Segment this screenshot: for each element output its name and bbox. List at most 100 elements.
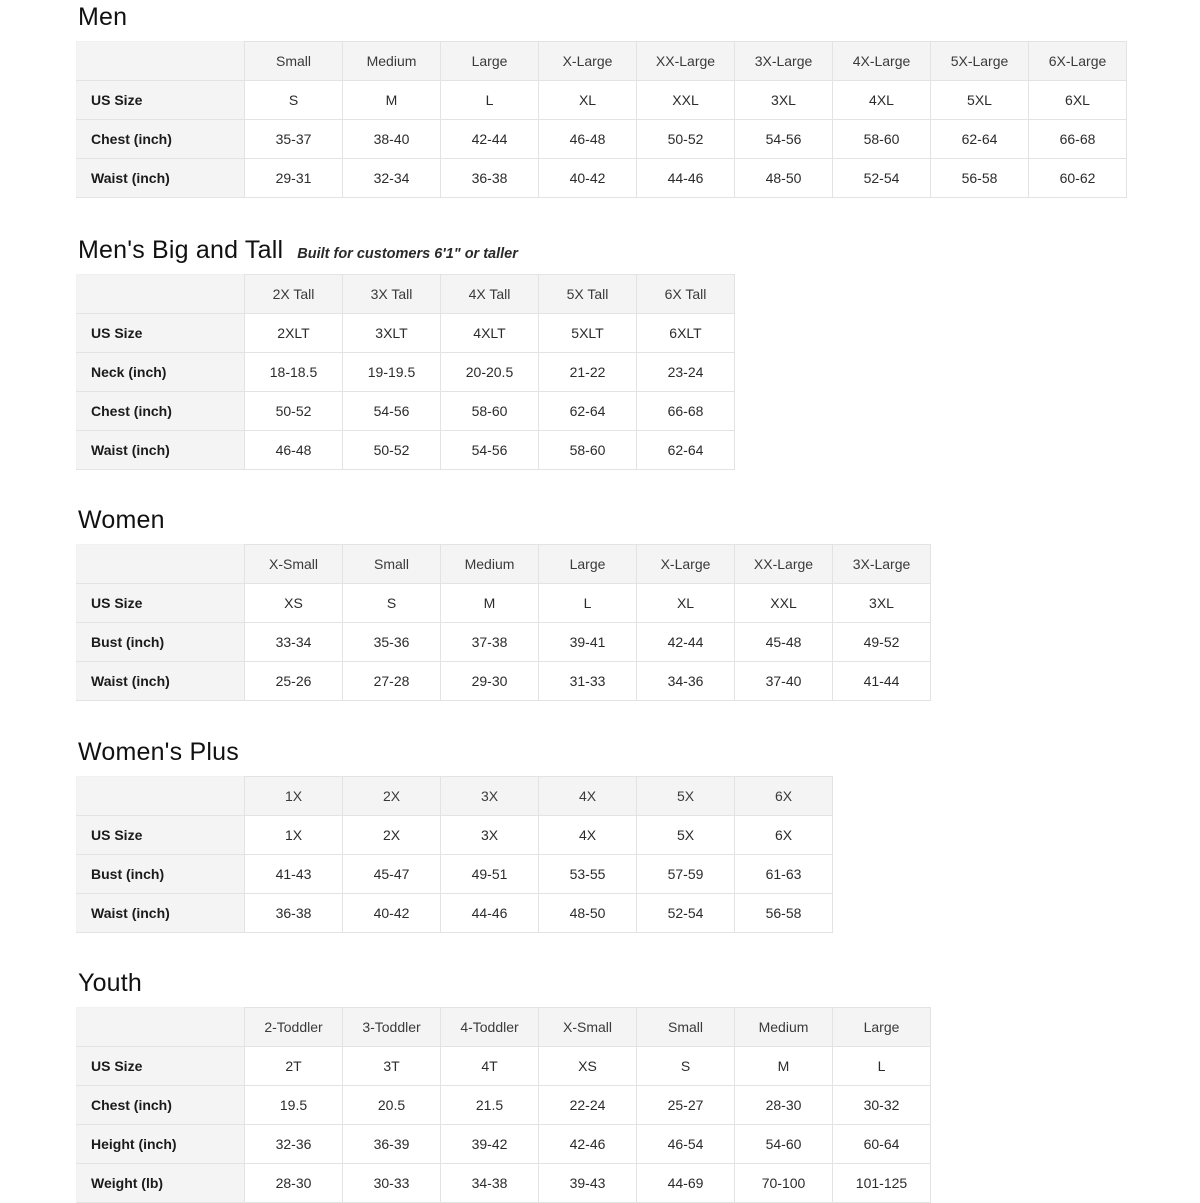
column-header: X-Small bbox=[244, 544, 343, 584]
table-cell: 40-42 bbox=[538, 158, 637, 198]
table-cell: 44-46 bbox=[440, 893, 539, 933]
table-cell: 30-33 bbox=[342, 1163, 441, 1203]
table-cell: S bbox=[342, 583, 441, 623]
section-womens-plus: Women's Plus 1X 2X 3X 4X 5X 6X US Size 1X 2X 3X 4X 5… bbox=[76, 737, 833, 933]
table-cell: 101-125 bbox=[832, 1163, 931, 1203]
column-header: 4-Toddler bbox=[440, 1007, 539, 1047]
table-cell: S bbox=[636, 1046, 735, 1086]
table-row: US Size XS S M L XL XXL 3XL bbox=[76, 583, 931, 623]
row-label: Height (inch) bbox=[76, 1124, 245, 1164]
table-cell: 37-38 bbox=[440, 622, 539, 662]
row-label: Waist (inch) bbox=[76, 158, 245, 198]
section-header-men: Men bbox=[78, 2, 1127, 32]
table-cell: 60-64 bbox=[832, 1124, 931, 1164]
table-cell: 39-43 bbox=[538, 1163, 637, 1203]
table-cell: 42-44 bbox=[440, 119, 539, 159]
table-cell: 36-38 bbox=[244, 893, 343, 933]
table-corner-cell bbox=[76, 1007, 245, 1047]
table-cell: 28-30 bbox=[244, 1163, 343, 1203]
section-youth: Youth 2-Toddler 3-Toddler 4-Toddler X-Small S… bbox=[76, 968, 931, 1203]
table-row: Neck (inch) 18-18.5 19-19.5 20-20.5 21-22 23-… bbox=[76, 352, 735, 392]
row-label: Bust (inch) bbox=[76, 622, 245, 662]
table-cell: 42-46 bbox=[538, 1124, 637, 1164]
column-header: Large bbox=[832, 1007, 931, 1047]
table-cell: 53-55 bbox=[538, 854, 637, 894]
table-cell: XL bbox=[538, 80, 637, 120]
table-row: US Size 2T 3T 4T XS S M L bbox=[76, 1046, 931, 1086]
size-table-mens-big-and-tall: 2X Tall 3X Tall 4X Tall 5X Tall 6X Tall US Si… bbox=[76, 274, 735, 470]
table-cell: 39-41 bbox=[538, 622, 637, 662]
table-cell: L bbox=[440, 80, 539, 120]
column-header: 2X bbox=[342, 776, 441, 816]
table-cell: 3XL bbox=[734, 80, 833, 120]
table-cell: 32-34 bbox=[342, 158, 441, 198]
row-label: Chest (inch) bbox=[76, 119, 245, 159]
table-cell: 1X bbox=[244, 815, 343, 855]
table-cell: 6XLT bbox=[636, 313, 735, 353]
table-cell: 49-51 bbox=[440, 854, 539, 894]
table-cell: 29-30 bbox=[440, 661, 539, 701]
column-header: 4X Tall bbox=[440, 274, 539, 314]
table-cell: 62-64 bbox=[538, 391, 637, 431]
column-header: X-Large bbox=[636, 544, 735, 584]
table-cell: 62-64 bbox=[636, 430, 735, 470]
section-header-women: Women bbox=[78, 505, 931, 535]
table-cell: 36-39 bbox=[342, 1124, 441, 1164]
row-label: Neck (inch) bbox=[76, 352, 245, 392]
table-cell: 52-54 bbox=[832, 158, 931, 198]
table-cell: 40-42 bbox=[342, 893, 441, 933]
table-row: Waist (inch) 29-31 32-34 36-38 40-42 44-46 48-… bbox=[76, 158, 1127, 198]
table-cell: 57-59 bbox=[636, 854, 735, 894]
section-women: Women X-Small Small Medium Large X-Large XX-La… bbox=[76, 505, 931, 701]
table-cell: 23-24 bbox=[636, 352, 735, 392]
column-header: Small bbox=[244, 41, 343, 81]
table-cell: XS bbox=[538, 1046, 637, 1086]
table-cell: 3XLT bbox=[342, 313, 441, 353]
table-cell: 66-68 bbox=[636, 391, 735, 431]
table-cell: 58-60 bbox=[538, 430, 637, 470]
table-cell: 30-32 bbox=[832, 1085, 931, 1125]
table-cell: 5XL bbox=[930, 80, 1029, 120]
table-cell: 56-58 bbox=[734, 893, 833, 933]
table-cell: 38-40 bbox=[342, 119, 441, 159]
table-cell: 46-54 bbox=[636, 1124, 735, 1164]
row-label: Waist (inch) bbox=[76, 661, 245, 701]
table-row: Chest (inch) 19.5 20.5 21.5 22-24 25-27 28-30 3… bbox=[76, 1085, 931, 1125]
table-cell: 48-50 bbox=[734, 158, 833, 198]
column-header: X-Large bbox=[538, 41, 637, 81]
table-header-row: Small Medium Large X-Large XX-Large 3X-Large 4… bbox=[76, 41, 1127, 81]
table-corner-cell bbox=[76, 776, 245, 816]
table-cell: 52-54 bbox=[636, 893, 735, 933]
table-cell: 39-42 bbox=[440, 1124, 539, 1164]
row-label: US Size bbox=[76, 815, 245, 855]
table-cell: 19-19.5 bbox=[342, 352, 441, 392]
section-title: Men's Big and Tall bbox=[78, 236, 284, 264]
section-header-youth: Youth bbox=[78, 968, 931, 998]
table-cell: 18-18.5 bbox=[244, 352, 343, 392]
table-cell: 54-56 bbox=[734, 119, 833, 159]
table-cell: 48-50 bbox=[538, 893, 637, 933]
table-cell: 60-62 bbox=[1028, 158, 1127, 198]
table-cell: 41-43 bbox=[244, 854, 343, 894]
table-cell: 54-60 bbox=[734, 1124, 833, 1164]
column-header: 1X bbox=[244, 776, 343, 816]
table-cell: 61-63 bbox=[734, 854, 833, 894]
table-cell: 66-68 bbox=[1028, 119, 1127, 159]
column-header: Small bbox=[636, 1007, 735, 1047]
table-row: Waist (inch) 25-26 27-28 29-30 31-33 34-36 37-… bbox=[76, 661, 931, 701]
column-header: Large bbox=[440, 41, 539, 81]
table-cell: 42-44 bbox=[636, 622, 735, 662]
size-table-youth: 2-Toddler 3-Toddler 4-Toddler X-Small Small M… bbox=[76, 1007, 931, 1203]
row-label: Bust (inch) bbox=[76, 854, 245, 894]
table-corner-cell bbox=[76, 274, 245, 314]
table-cell: 70-100 bbox=[734, 1163, 833, 1203]
size-table-women: X-Small Small Medium Large X-Large XX-Large 3X… bbox=[76, 544, 931, 701]
table-cell: 25-27 bbox=[636, 1085, 735, 1125]
table-cell: 28-30 bbox=[734, 1085, 833, 1125]
column-header: X-Small bbox=[538, 1007, 637, 1047]
table-row: US Size 1X 2X 3X 4X 5X 6X bbox=[76, 815, 833, 855]
row-label: US Size bbox=[76, 583, 245, 623]
table-cell: 21-22 bbox=[538, 352, 637, 392]
table-cell: 2X bbox=[342, 815, 441, 855]
